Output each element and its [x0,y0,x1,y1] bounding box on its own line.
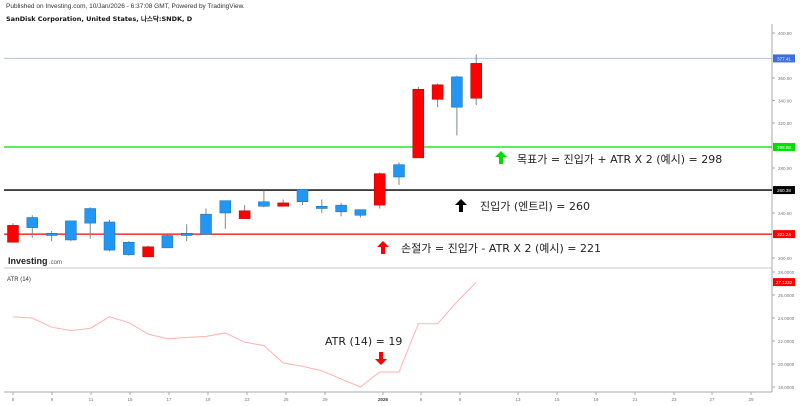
time-tick: 17 [166,397,172,402]
time-tick: 8 [459,397,462,402]
entry-annotation: 진입가 (엔트리) = 260 [455,199,590,213]
time-tick: 23 [244,397,250,402]
candle [431,83,444,108]
price-tick: 360.00 [778,76,792,81]
candle [142,245,154,258]
candlesticks [7,54,482,258]
time-tick: 29 [748,397,754,402]
candle [373,172,386,209]
price-tick: 280.00 [778,166,792,171]
red-down-arrow-icon [375,352,387,365]
candle [258,190,270,208]
candle [354,209,367,218]
logo-suffix: .com [49,260,62,266]
atr-tick: 22.0000 [778,339,795,344]
atr-tick: 18.0000 [778,385,795,390]
atr-badge [773,278,795,287]
time-tick: 27 [709,397,715,402]
price-tick: 320.00 [778,121,792,126]
price-axis: 400.00 360.00 340.00 320.00 280.00 240.00 200.… [772,31,792,261]
published-caption: Published on Investing.com, 10/Jan/2026 … [6,3,245,10]
time-tick: 5 [12,397,15,402]
time-tick: 6 [420,397,423,402]
red-up-arrow-icon [377,241,389,254]
candle [316,199,328,213]
candle [393,162,405,185]
candle [219,200,232,229]
logo-brand: Investing [8,256,48,266]
candle [180,224,193,242]
symbol-title: SanDisk Corporation, United States, 나스닥:… [6,15,193,23]
time-tick: 25 [283,397,289,402]
target-label: 목표가 = 진입가 + ATR X 2 (예시) = 298 [517,153,722,166]
atr-value-label: ATR (14) = 19 [325,335,402,348]
atr-tick: 28.0000 [778,270,795,275]
atr-annotation: ATR (14) = 19 [325,335,402,365]
black-up-arrow-icon [455,199,467,212]
candle [451,75,463,136]
candle [238,205,251,219]
last-price-badge [773,54,795,63]
candle [45,231,58,242]
stop-label: 손절가 = 진입가 - ATR X 2 (예시) = 221 [401,242,601,255]
time-tick: 29 [322,397,328,402]
stop-badge-text: 221.24 [777,232,791,237]
time-axis: 5 9 11 15 17 19 23 25 29 2026 6 8 13 15 19 21 23 27 29 [12,392,754,402]
atr-tick: 24.0000 [778,316,795,321]
time-tick: 19 [205,397,211,402]
entry-label: 진입가 (엔트리) = 260 [480,200,590,213]
candle [296,189,309,206]
candle [26,215,39,238]
candle [123,241,135,256]
atr-axis: 28.0000 26.0000 24.0000 22.0000 20.0000 18.00… [772,270,795,390]
candle [84,207,96,239]
atr-line [12,281,477,388]
time-tick: 15 [127,397,133,402]
candle [7,223,19,243]
candle [277,199,289,207]
candle [161,234,174,249]
candle [103,219,116,252]
candle [412,87,425,159]
atr-panel-label: ATR (14) [7,277,31,283]
atr-tick: 26.0000 [778,293,795,298]
price-tick: 340.00 [778,99,792,104]
axis-badges: 377.41 298.68 260.38 221.24 27.1232 [773,54,795,287]
target-badge-text: 298.68 [777,145,791,150]
time-tick: 9 [51,397,54,402]
stop-annotation: 손절가 = 진입가 - ATR X 2 (예시) = 221 [377,241,601,255]
horizontal-levels [4,57,772,235]
candle [470,54,482,105]
entry-badge [773,186,795,195]
candle [65,220,77,242]
price-tick: 240.00 [778,211,792,216]
time-tick: 23 [671,397,677,402]
target-badge [773,142,795,151]
entry-badge-text: 260.38 [777,188,791,193]
atr-tick: 20.0000 [778,362,795,367]
investing-logo: Investing .com [8,256,62,266]
time-tick: 19 [593,397,599,402]
stop-badge [773,230,795,239]
candle [200,208,212,235]
time-tick: 15 [554,397,560,402]
price-tick: 200.00 [778,256,792,261]
time-tick: 2026 [378,397,389,402]
candle [335,202,347,217]
time-tick: 21 [632,397,638,402]
last-price-badge-text: 377.41 [777,56,791,61]
green-up-arrow-icon [495,151,507,164]
time-tick: 13 [515,397,521,402]
price-tick: 400.00 [778,31,792,36]
target-annotation: 목표가 = 진입가 + ATR X 2 (예시) = 298 [495,151,722,166]
atr-badge-text: 27.1232 [776,280,793,285]
time-tick: 11 [89,397,94,402]
